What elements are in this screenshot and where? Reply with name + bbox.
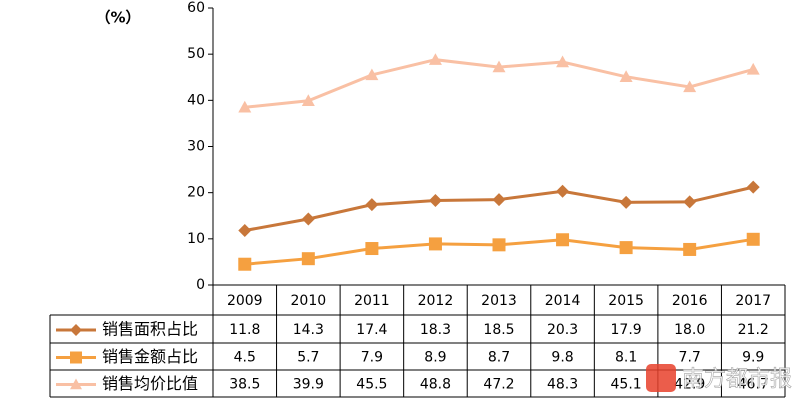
- data-label: 21.2: [738, 322, 769, 338]
- data-label: 5.7: [297, 350, 319, 366]
- marker: [746, 232, 760, 246]
- data-label: 8.7: [488, 350, 510, 366]
- marker: [428, 194, 442, 208]
- data-label: 14.3: [293, 322, 324, 338]
- x-tick-label: 2011: [354, 293, 390, 309]
- y-axis-label: （%）: [95, 9, 140, 27]
- data-label: 38.5: [229, 377, 260, 393]
- marker: [746, 62, 760, 75]
- marker: [70, 324, 82, 336]
- marker: [238, 257, 252, 271]
- marker: [619, 241, 633, 255]
- data-label: 7.9: [361, 350, 383, 366]
- marker: [428, 237, 442, 251]
- legend-label: 销售均价比值: [102, 374, 198, 393]
- data-label: 11.8: [229, 322, 260, 338]
- data-label: 7.7: [679, 350, 701, 366]
- data-label: 20.3: [547, 322, 578, 338]
- y-tick-label: 40: [187, 92, 205, 108]
- data-label: 45.1: [611, 377, 642, 393]
- marker: [365, 198, 379, 212]
- x-tick-label: 2016: [672, 293, 708, 309]
- x-tick-label: 2014: [545, 293, 581, 309]
- marker: [683, 242, 697, 256]
- marker: [683, 195, 697, 209]
- marker: [238, 100, 252, 113]
- marker: [301, 212, 315, 226]
- x-tick-label: 2010: [291, 293, 327, 309]
- data-label: 17.9: [611, 322, 642, 338]
- x-tick-label: 2009: [227, 293, 263, 309]
- marker: [556, 55, 570, 68]
- data-label: 9.8: [551, 350, 573, 366]
- marker: [428, 53, 442, 65]
- y-tick-label: 50: [187, 46, 205, 62]
- data-label: 8.9: [424, 350, 446, 366]
- data-label: 18.0: [674, 322, 705, 338]
- watermark: 南方都市报: [682, 367, 792, 392]
- data-label: 45.5: [356, 377, 387, 393]
- data-label: 18.5: [483, 322, 514, 338]
- marker: [365, 68, 379, 81]
- marker: [492, 238, 506, 252]
- data-label: 8.1: [615, 350, 637, 366]
- data-label: 46.7: [738, 377, 769, 393]
- marker: [238, 224, 252, 238]
- marker: [619, 70, 633, 82]
- y-tick-label: 30: [187, 139, 205, 155]
- marker: [70, 351, 82, 364]
- x-tick-label: 2015: [608, 293, 644, 309]
- marker: [556, 233, 570, 247]
- y-tick-label: 60: [187, 0, 205, 16]
- data-label: 9.9: [742, 350, 764, 366]
- legend-label: 销售面积占比: [102, 320, 198, 339]
- x-tick-label: 2012: [418, 293, 454, 309]
- watermark-logo: [646, 364, 676, 392]
- marker: [556, 184, 570, 198]
- marker: [746, 180, 760, 194]
- data-label: 48.3: [547, 377, 578, 393]
- data-label: 47.2: [483, 377, 514, 393]
- marker: [492, 60, 506, 73]
- data-label: 42.9: [674, 377, 705, 393]
- y-tick-label: 10: [187, 231, 205, 247]
- x-tick-label: 2013: [481, 293, 517, 309]
- data-label: 4.5: [234, 350, 256, 366]
- marker: [683, 80, 697, 93]
- marker: [492, 193, 506, 207]
- data-label: 48.8: [420, 377, 451, 393]
- marker: [301, 252, 315, 266]
- y-tick-label: 0: [196, 277, 205, 293]
- y-tick-label: 20: [187, 185, 205, 201]
- marker: [301, 94, 315, 106]
- marker: [70, 378, 82, 390]
- data-label: 18.3: [420, 322, 451, 338]
- data-label: 17.4: [356, 322, 387, 338]
- legend-label: 销售金额占比: [102, 347, 198, 366]
- data-label: 39.9: [293, 377, 324, 393]
- x-tick-label: 2017: [735, 293, 771, 309]
- marker: [619, 195, 633, 209]
- marker: [365, 242, 379, 256]
